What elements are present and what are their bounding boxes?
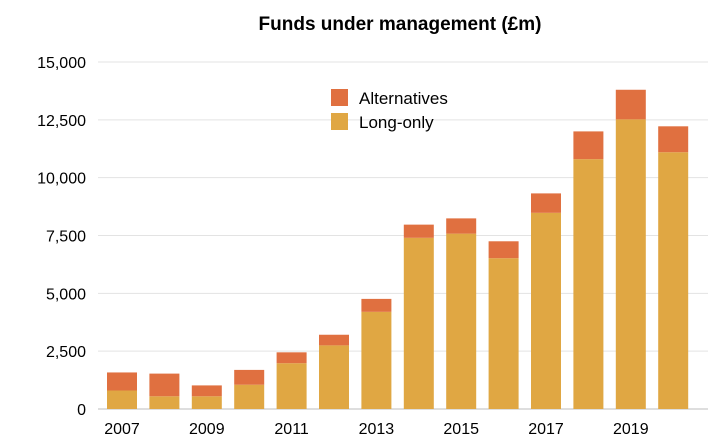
bar-long-only-2010: [234, 384, 265, 409]
x-axis-tick-labels: 2007 2009 2011 2013 2015 2017 2019: [104, 421, 648, 438]
legend-label: Long-only: [359, 113, 434, 132]
bar-alternatives-2019: [615, 89, 646, 120]
y-tick-label: 15,000: [37, 55, 86, 72]
legend-swatch: [331, 89, 348, 106]
legend-swatch: [331, 113, 348, 130]
y-tick-label: 7,500: [46, 229, 86, 246]
bar-alternatives-2015: [446, 218, 477, 234]
bar-alternatives-2012: [319, 334, 349, 346]
bar-alternatives-2017: [531, 193, 561, 213]
bar-long-only-2017: [531, 212, 561, 409]
bar-long-only-2011: [276, 363, 307, 409]
bar-alternatives-2009: [191, 385, 222, 397]
legend-label: Alternatives: [359, 89, 448, 108]
bar-alternatives-2016: [488, 241, 519, 259]
bar-long-only-2008: [149, 396, 180, 409]
bar-alternatives-2007: [107, 372, 137, 391]
x-tick-label: 2017: [528, 421, 564, 438]
y-tick-label: 0: [77, 402, 86, 419]
x-tick-label: 2015: [443, 421, 479, 438]
bar-alternatives-2010: [234, 369, 265, 385]
bar-alternatives-2008: [149, 373, 180, 397]
bar-long-only-2012: [319, 345, 349, 409]
bar-alternatives-2013: [361, 298, 392, 312]
x-tick-label: 2007: [104, 421, 140, 438]
bar-long-only-2009: [191, 396, 222, 409]
bar-long-only-2020: [658, 152, 689, 409]
y-axis-tick-labels: 0 2,500 5,000 7,500 10,000 12,500 15,000: [37, 55, 86, 419]
x-tick-label: 2013: [359, 421, 395, 438]
bar-alternatives-2014: [403, 224, 434, 238]
y-tick-label: 10,000: [37, 171, 86, 188]
legend: Alternatives Long-only: [331, 89, 448, 132]
gridlines: [98, 61, 708, 410]
x-tick-label: 2019: [613, 421, 649, 438]
bar-long-only-2013: [361, 311, 392, 409]
chart-title: Funds under management (£m): [258, 14, 542, 35]
x-tick-label: 2009: [189, 421, 225, 438]
bar-long-only-2014: [403, 237, 434, 409]
y-tick-label: 5,000: [46, 286, 86, 303]
bar-alternatives-2018: [573, 131, 604, 160]
y-tick-label: 12,500: [37, 113, 86, 130]
bar-long-only-2007: [107, 390, 137, 409]
bars: [107, 89, 689, 409]
bar-alternatives-2020: [658, 126, 689, 153]
bar-long-only-2018: [573, 159, 604, 409]
bar-alternatives-2011: [276, 352, 307, 364]
bar-long-only-2019: [615, 119, 646, 409]
bar-long-only-2016: [488, 258, 519, 409]
y-tick-label: 2,500: [46, 344, 86, 361]
x-tick-label: 2011: [274, 421, 309, 438]
bar-long-only-2015: [446, 233, 477, 409]
